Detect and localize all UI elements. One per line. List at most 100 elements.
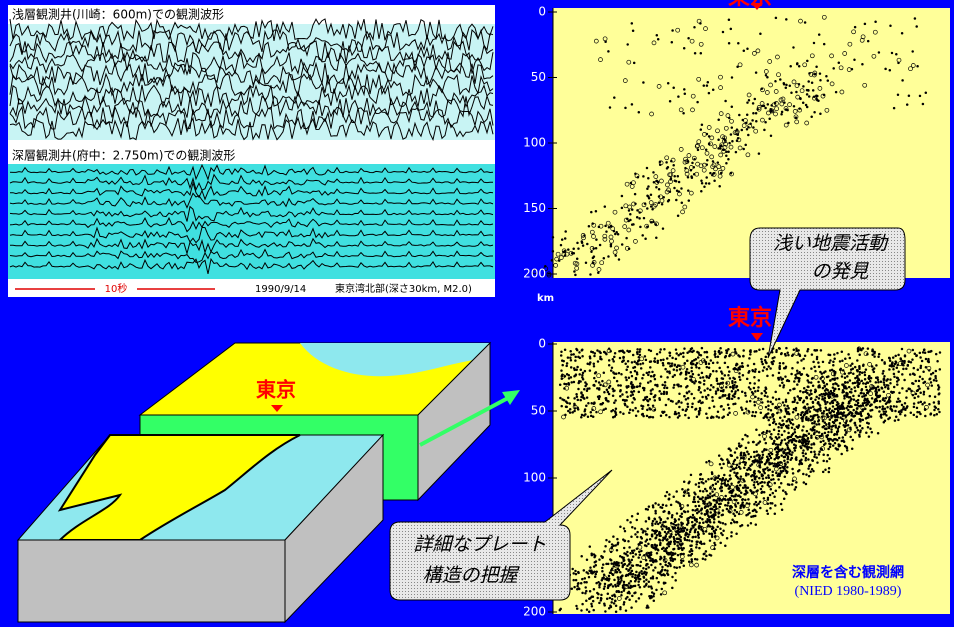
hypocenter [938, 368, 942, 371]
hypocenter [676, 532, 680, 536]
hypocenter [647, 177, 650, 180]
hypocenter [790, 483, 794, 486]
hypocenter [705, 176, 708, 179]
hypocenter [787, 431, 790, 435]
hypocenter [655, 236, 658, 240]
hypocenter [605, 220, 611, 226]
hypocenter [619, 571, 622, 574]
hypocenter [702, 132, 707, 137]
hypocenter [619, 394, 622, 398]
hypocenter [597, 388, 601, 391]
hypocenter [596, 349, 599, 352]
hypocenter [883, 419, 887, 423]
hypocenter [645, 395, 649, 399]
hypocenter [929, 350, 932, 353]
hypocenter [665, 538, 669, 542]
hypocenter [806, 385, 810, 388]
hypocenter [658, 534, 661, 537]
hypocenter [774, 106, 779, 112]
hypocenter [834, 382, 837, 385]
hypocenter [614, 544, 617, 547]
hypocenter [862, 363, 865, 366]
hypocenter [620, 579, 623, 582]
hypocenter [593, 561, 597, 564]
hypocenter [703, 359, 706, 362]
hypocenter [649, 379, 652, 383]
hypocenter [734, 367, 737, 371]
hypocenter [695, 366, 698, 369]
hypocenter [789, 458, 792, 462]
hypocenter [570, 587, 574, 590]
hypocenter [619, 389, 622, 392]
hypocenter [888, 68, 892, 72]
hypocenter [627, 572, 631, 576]
hypocenter [819, 409, 822, 412]
hypocenter [667, 542, 670, 545]
hypocenter [824, 107, 830, 113]
hypocenter [631, 29, 635, 33]
hypocenter [670, 515, 674, 519]
hypocenter [835, 430, 839, 433]
hypocenter [825, 74, 828, 78]
hypocenter [638, 550, 641, 554]
hypocenter [739, 506, 742, 510]
hypocenter [702, 481, 705, 485]
hypocenter [690, 107, 695, 113]
tokyo-top: 東京 [728, 0, 772, 10]
hypocenter [719, 527, 722, 531]
hypocenter [813, 428, 816, 432]
hypocenter [731, 140, 734, 143]
hypocenter [772, 477, 775, 481]
hypocenter [595, 238, 598, 241]
hypocenter [720, 377, 724, 380]
hypocenter [829, 379, 832, 382]
hypocenter [833, 374, 836, 377]
hypocenter [612, 229, 616, 233]
hypocenter [907, 94, 911, 97]
hypocenter [718, 85, 723, 90]
hypocenter [596, 373, 602, 379]
hypocenter [710, 516, 714, 519]
hypocenter [647, 516, 651, 520]
hypocenter [580, 413, 584, 417]
hypocenter [731, 381, 734, 385]
hypocenter [696, 148, 700, 152]
hypocenter [593, 554, 597, 558]
hypocenter [614, 245, 619, 251]
hypocenter [741, 123, 747, 128]
hypocenter [622, 559, 625, 563]
hypocenter [662, 510, 665, 514]
hypocenter [817, 380, 820, 384]
hypocenter [719, 381, 723, 385]
hypocenter [565, 364, 568, 368]
hypocenter [668, 362, 671, 365]
hypocenter [589, 411, 593, 414]
hypocenter [610, 562, 613, 565]
hypocenter [921, 351, 925, 354]
hypocenter [736, 501, 740, 505]
hypocenter [689, 38, 695, 44]
hypocenter [817, 418, 821, 422]
hypocenter [576, 398, 580, 402]
hypocenter [675, 189, 679, 192]
hypocenter [912, 402, 916, 405]
hypocenter [815, 349, 819, 352]
hypocenter [881, 405, 884, 408]
hypocenter [563, 254, 567, 257]
hypocenter [802, 85, 805, 88]
shallow-title: 浅層観測井(川崎：600m)での観測波形 [12, 8, 224, 22]
hypocenter [679, 559, 683, 562]
hypocenter [609, 369, 613, 372]
hypocenter [651, 505, 655, 509]
hypocenter [892, 385, 896, 389]
hypocenter [655, 533, 659, 537]
hypocenter [746, 491, 749, 494]
wave [9, 116, 494, 142]
hypocenter [677, 501, 680, 504]
hypocenter [755, 490, 758, 493]
hypocenter [596, 267, 602, 272]
hypocenter [626, 564, 629, 567]
hypocenter [717, 138, 720, 141]
hypocenter [659, 518, 663, 521]
hypocenter [661, 528, 664, 531]
